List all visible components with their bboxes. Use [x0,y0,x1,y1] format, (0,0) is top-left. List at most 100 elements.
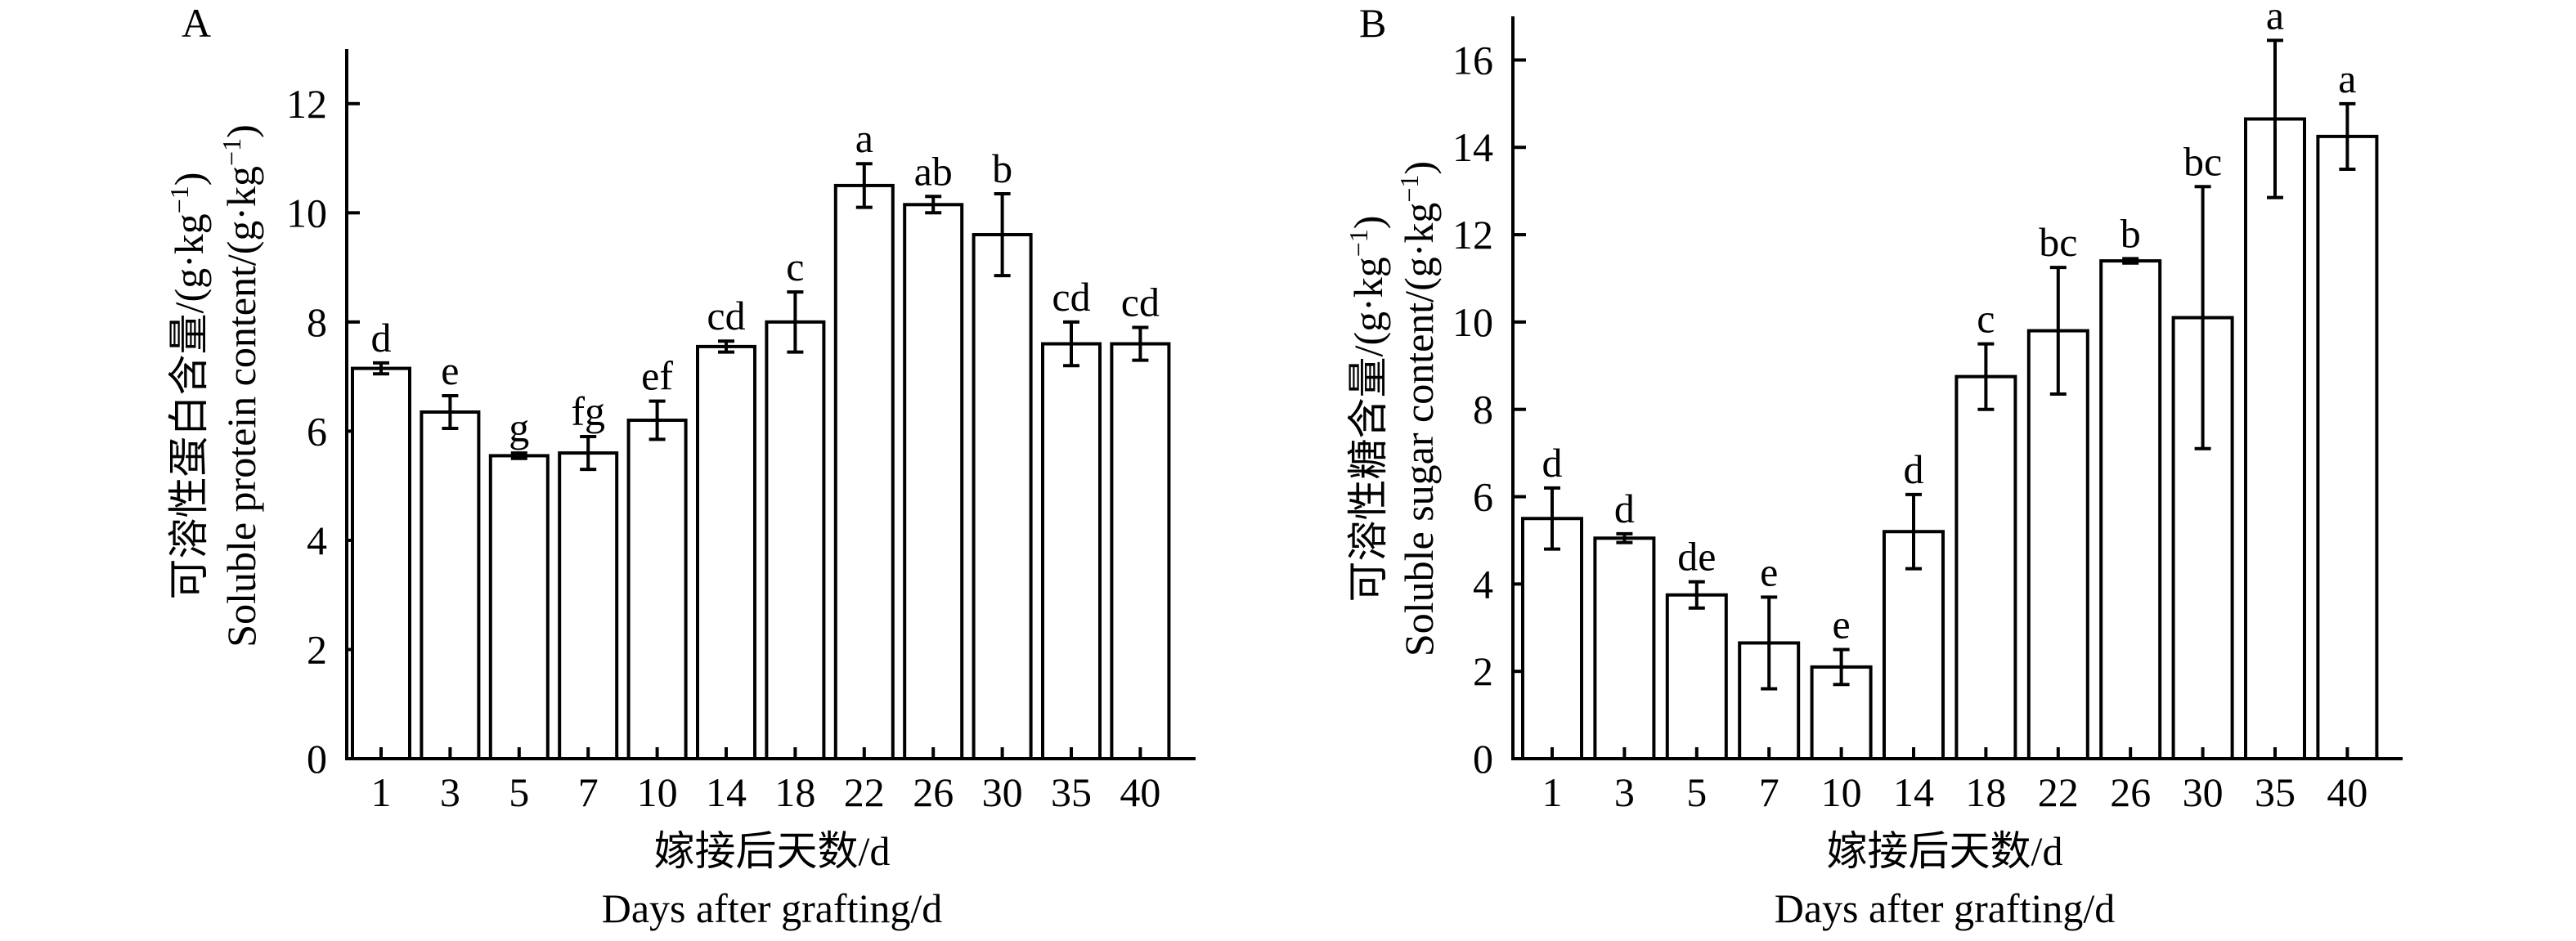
panel-a-y-axis-title: 可溶性蛋白含量/(g·kg−1) [164,173,212,600]
panel-b-significance-label: a [2338,56,2356,101]
panel-a-protein-chart: A 可溶性蛋白含量/(g·kg−1) Soluble protein conte… [164,0,1196,931]
panel-b-significance-label: d [1614,486,1635,531]
panel-b-bar [1954,374,2017,760]
panel-a-x-tick-label: 22 [844,769,885,815]
panel-a-x-tick-label: 7 [578,769,599,815]
panel-b-y-tick-label: 14 [1452,124,1493,170]
panel-b-plot-area: 0 2 4 6 8 10 12 14 16 d 1 d 3 de 5 e 7 e 10 d 14 c 18 bc 22 b 26 bc… [1452,0,2403,815]
panel-b-x-tick-label: 26 [2110,769,2151,815]
panel-b-x-tick-label: 14 [1893,769,1934,815]
panel-a-significance-label: ef [641,353,673,399]
panel-b-bar [1665,593,1728,760]
panel-a-x-tick-label: 3 [440,769,460,815]
panel-a-ylabel-cn: 可溶性蛋白含量/(g·kg [166,213,212,599]
panel-b-letter: B [1359,0,1386,46]
panel-a-ylabel-en-close: ) [218,124,264,138]
panel-a-ylabel-en-sup: −1 [217,138,246,166]
panel-a-letter: A [182,0,211,46]
panel-a-bar [558,451,619,760]
panel-a-y-tick-label: 2 [307,626,327,672]
panel-b-x-tick-label: 7 [1759,769,1779,815]
panel-a-x-tick-label: 35 [1051,769,1092,815]
panel-b-ylabel-close: ) [1345,216,1391,230]
panel-b-significance-label: c [1977,296,1995,342]
panel-b-x-axis-title-cn: 嫁接后天数/d [1827,828,2063,874]
panel-a-x-tick-label: 5 [509,769,529,815]
panel-a-x-tick-label: 30 [982,769,1023,815]
panel-a-bar [1110,342,1171,760]
panel-b-significance-label: d [1542,440,1563,486]
panel-b-y-tick-label: 6 [1473,474,1493,520]
panel-b-x-tick-label: 30 [2183,769,2224,815]
panel-b-y-axis-title-en: Soluble sugar content/(g·kg−1) [1394,161,1442,656]
panel-b-significance-label: de [1677,534,1716,580]
panel-b-y-tick-label: 10 [1452,299,1493,345]
panel-b-significance-label: e [1760,549,1778,594]
panel-b-ylabel-en-sup: −1 [1394,175,1424,203]
panel-a-significance-label: cd [1052,274,1090,320]
svg-text:可溶性糖含量/(g·kg−1): 可溶性糖含量/(g·kg−1) [1344,216,1391,603]
panel-b-x-tick-label: 35 [2255,769,2296,815]
panel-a-y-tick-label: 10 [286,190,327,235]
panel-a-x-tick-label: 14 [706,769,747,815]
panel-b-x-tick-label: 1 [1542,769,1563,815]
panel-a-y-tick-label: 0 [307,736,327,782]
panel-a-x-axis-title-cn: 嫁接后天数/d [654,828,891,874]
panel-a-significance-label: g [509,405,529,450]
panel-b-y-axis-title: 可溶性糖含量/(g·kg−1) [1344,216,1391,603]
panel-b-x-tick-label: 22 [2038,769,2079,815]
svg-text:Soluble protein content/(g·kg−: Soluble protein content/(g·kg−1) [217,124,264,647]
panel-b-sugar-chart: B 可溶性糖含量/(g·kg−1) Soluble sugar content/… [1344,0,2403,931]
panel-a-bar [696,344,756,760]
panel-b-bar [1521,517,1583,760]
panel-a-x-tick-label: 26 [913,769,954,815]
panel-a-x-tick-label: 40 [1120,769,1160,815]
panel-b-bar [2099,259,2162,760]
panel-b-bar [2026,329,2089,760]
panel-b-significance-label: bc [2183,138,2222,184]
panel-b-significance-label: a [2266,0,2284,38]
panel-b-y-tick-label: 8 [1473,387,1493,432]
panel-a-significance-label: fg [571,388,605,434]
panel-b-significance-label: d [1904,446,1924,492]
panel-a-bar [626,419,688,760]
panel-a-significance-label: cd [707,293,745,338]
svg-text:Soluble sugar content/(g·kg−1): Soluble sugar content/(g·kg−1) [1394,161,1442,656]
panel-a-ylabel-sup: −1 [164,186,194,213]
panel-a-x-tick-label: 10 [637,769,678,815]
panel-a-significance-label: b [992,146,1012,191]
panel-b-x-tick-label: 18 [1965,769,2006,815]
panel-a-ylabel-en: Soluble protein content/(g·kg [218,166,264,647]
panel-a-bar [351,366,411,760]
panel-a-bar [488,454,550,761]
panel-a-significance-label: c [786,244,804,289]
panel-b-y-tick-label: 2 [1473,648,1493,694]
panel-b-ylabel-en-close: ) [1396,161,1442,175]
panel-b-significance-label: bc [2039,219,2077,265]
panel-b-bar [1593,536,1656,760]
panel-b-y-tick-label: 12 [1452,212,1493,258]
panel-a-y-tick-label: 4 [307,518,327,563]
panel-a-y-tick-label: 6 [307,408,327,454]
panel-b-x-tick-label: 40 [2327,769,2367,815]
panel-a-x-tick-label: 1 [371,769,392,815]
panel-b-x-tick-label: 5 [1686,769,1707,815]
svg-text:可溶性蛋白含量/(g·kg−1): 可溶性蛋白含量/(g·kg−1) [164,173,212,600]
panel-b-x-tick-label: 3 [1614,769,1635,815]
panel-a-significance-label: ab [914,148,953,194]
panel-b-y-tick-label: 4 [1473,561,1493,607]
panel-b-x-axis-title-en: Days after grafting/d [1775,885,2116,931]
panel-a-bar [903,203,964,761]
panel-b-significance-label: b [2120,210,2141,256]
panel-a-bar [765,320,826,761]
panel-a-x-tick-label: 18 [774,769,815,815]
panel-a-y-axis-title-en: Soluble protein content/(g·kg−1) [217,124,264,647]
panel-b-y-tick-label: 0 [1473,736,1493,782]
panel-a-y-tick-label: 12 [286,81,327,127]
panel-a-significance-label: d [371,315,392,361]
panel-b-ylabel-en: Soluble sugar content/(g·kg [1396,203,1442,656]
panel-a-bar [420,410,481,760]
panel-a-y-tick-label: 8 [307,299,327,345]
panel-a-plot-area: 0 2 4 6 8 10 12 d 1 e 3 g 5 fg 7 ef 10 cd 14 c 18 a 22 ab 26 b 30 c… [286,49,1196,815]
